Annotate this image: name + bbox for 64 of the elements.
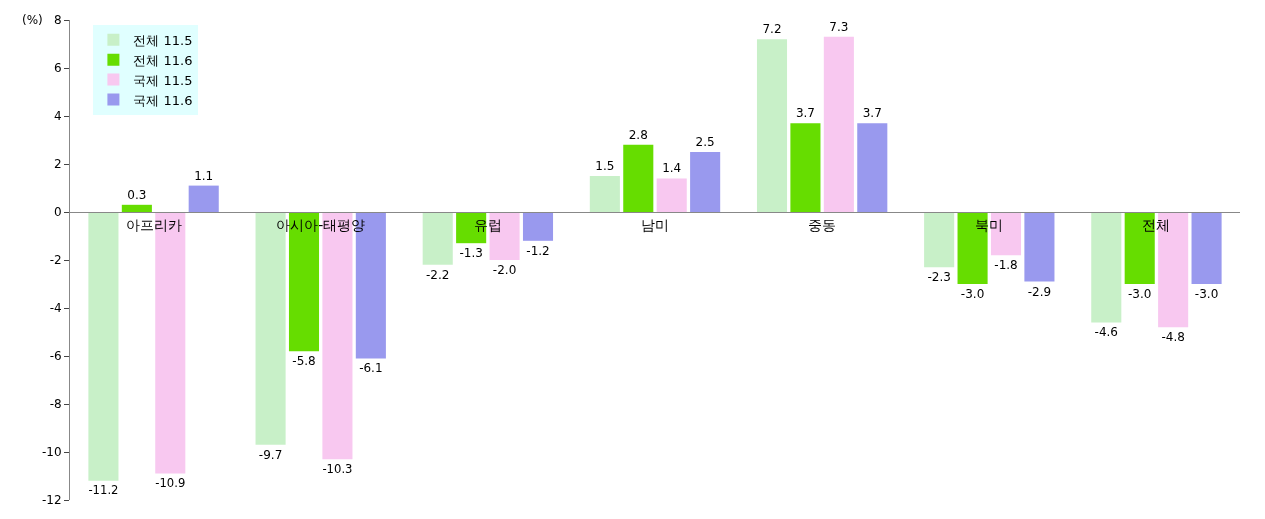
- data-label: -9.7: [258, 447, 283, 462]
- y-tick-label: -2: [49, 253, 62, 268]
- bar: [1024, 212, 1055, 282]
- data-label: -4.6: [1094, 325, 1118, 340]
- y-tick-label: -12: [41, 493, 62, 508]
- bar: [1091, 212, 1122, 323]
- data-label: 7.2: [762, 22, 782, 37]
- bar: [422, 212, 453, 265]
- bar: [857, 123, 888, 212]
- data-label: 3.7: [862, 106, 882, 121]
- data-label: -2.9: [1027, 284, 1052, 299]
- data-label: -5.8: [292, 354, 316, 369]
- x-tick-label: 아프리카: [125, 216, 182, 233]
- bar: [522, 212, 554, 241]
- y-tick-label: -8: [49, 397, 62, 412]
- bar: [924, 212, 955, 268]
- y-tick-label: 6: [53, 61, 62, 76]
- data-label: -3.0: [960, 287, 985, 301]
- data-label: 0.3: [127, 187, 147, 202]
- y-tick-label: 2: [53, 157, 62, 172]
- data-label: 7.3: [829, 19, 849, 34]
- data-label: 1.1: [194, 168, 214, 183]
- legend-label: 국제 11.6: [133, 92, 193, 108]
- data-label: -10.3: [322, 461, 353, 476]
- bar: [1191, 212, 1222, 284]
- data-label: -1.8: [994, 258, 1018, 273]
- data-label: -11.2: [88, 483, 119, 498]
- bar: [589, 176, 620, 212]
- data-label: -6.1: [359, 361, 383, 376]
- data-label: 1.4: [662, 161, 682, 176]
- bar: [188, 185, 219, 212]
- data-label: -3.0: [1128, 287, 1152, 301]
- legend-label: 전체 11.5: [133, 32, 193, 48]
- bar: [623, 144, 654, 212]
- x-tick-label: 중동: [808, 216, 837, 233]
- bar: [823, 36, 854, 212]
- data-label: -2.2: [426, 267, 450, 282]
- data-label: 2.5: [695, 135, 715, 149]
- bar: [690, 152, 721, 212]
- legend-label: 전체 11.6: [133, 52, 193, 68]
- bar: [656, 178, 687, 212]
- data-label: -10.9: [155, 476, 186, 491]
- bar: [88, 212, 119, 481]
- data-label: -2.3: [927, 270, 951, 285]
- data-label: -1.3: [459, 246, 483, 261]
- data-label: -2.0: [492, 263, 517, 277]
- y-axis-title: (%): [22, 13, 43, 27]
- y-tick-label: 0: [53, 205, 62, 220]
- bar: [790, 123, 821, 212]
- bar: [121, 204, 152, 212]
- data-label: -3.0: [1194, 287, 1219, 301]
- data-label: -1.2: [526, 243, 550, 258]
- data-label: -4.8: [1161, 330, 1185, 345]
- data-label: 1.5: [595, 159, 615, 173]
- y-tick-label: 4: [53, 109, 62, 124]
- data-label: 2.8: [628, 127, 648, 142]
- bar: [756, 39, 788, 212]
- y-tick-label: -4: [49, 301, 62, 316]
- y-tick-label: 8: [53, 13, 62, 28]
- y-tick-label: -10: [41, 445, 62, 460]
- x-tick-label: 남미: [641, 216, 669, 233]
- data-label: 3.7: [795, 106, 815, 121]
- legend-label: 국제 11.5: [133, 72, 193, 88]
- y-tick-label: -6: [49, 349, 62, 364]
